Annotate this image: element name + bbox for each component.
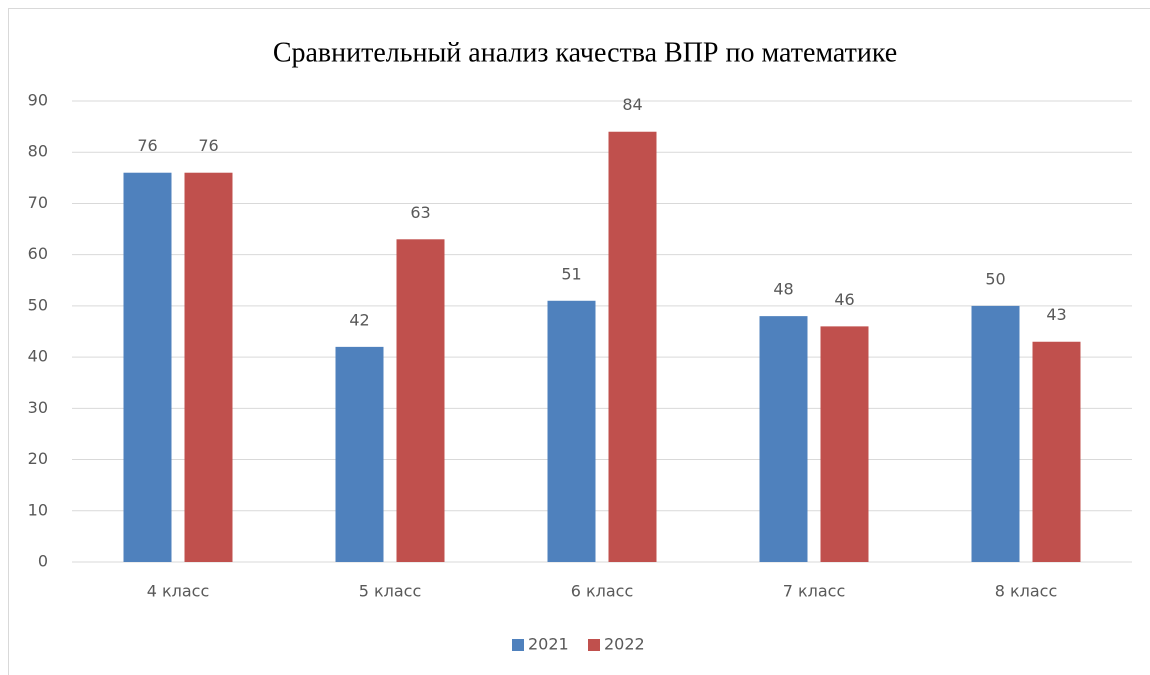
- y-tick-label: 50: [28, 295, 48, 314]
- bar: [335, 346, 384, 562]
- y-tick-label: 70: [28, 193, 48, 212]
- data-label: 43: [1046, 305, 1066, 324]
- data-label: 50: [985, 269, 1005, 288]
- y-tick-label: 10: [28, 500, 48, 519]
- data-label: 76: [198, 136, 218, 155]
- x-tick-label: 6 класс: [571, 582, 634, 601]
- data-label: 48: [773, 280, 793, 299]
- y-tick-label: 40: [28, 347, 48, 366]
- bar: [608, 131, 657, 562]
- bar: [971, 305, 1020, 562]
- bar: [123, 172, 172, 562]
- x-tick-label: 4 класс: [147, 582, 210, 601]
- bar: [1032, 341, 1081, 562]
- data-label: 51: [561, 264, 581, 283]
- y-tick-label: 60: [28, 244, 48, 263]
- bar: [396, 239, 445, 563]
- x-tick-label: 7 класс: [783, 582, 846, 601]
- data-label: 42: [349, 310, 369, 329]
- legend-label: 2022: [604, 635, 645, 654]
- bar: [184, 172, 233, 562]
- x-tick-label: 8 класс: [995, 582, 1058, 601]
- y-tick-label: 80: [28, 142, 48, 161]
- y-tick-label: 90: [28, 91, 48, 110]
- data-label: 63: [410, 203, 430, 222]
- data-label: 76: [137, 136, 157, 155]
- legend-swatch: [512, 639, 524, 651]
- bar: [820, 326, 869, 562]
- data-label: 84: [622, 95, 642, 114]
- y-tick-label: 30: [28, 398, 48, 417]
- x-tick-label: 5 класс: [359, 582, 422, 601]
- chart-border: [8, 8, 1150, 675]
- bar: [547, 300, 596, 562]
- legend-swatch: [588, 639, 600, 651]
- bar: [759, 316, 808, 562]
- chart-title: Сравнительный анализ качества ВПР по мат…: [273, 37, 897, 68]
- y-tick-label: 0: [38, 552, 48, 571]
- legend-label: 2021: [528, 635, 569, 654]
- y-tick-label: 20: [28, 449, 48, 468]
- data-label: 46: [834, 290, 854, 309]
